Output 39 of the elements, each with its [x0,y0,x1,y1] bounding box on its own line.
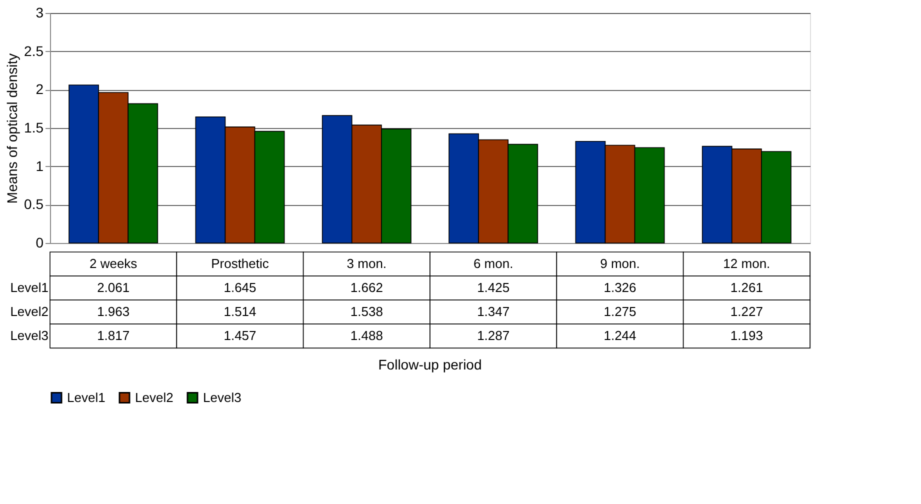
y-tick-label: 2.5 [24,42,44,59]
x-tick-label: 12 mon. [723,256,770,271]
data-label: 1.963 [97,304,130,319]
text: Level1 [10,280,48,295]
data-label: 1.538 [350,304,383,319]
data-label: 1.817 [97,328,130,343]
text: Level2 [10,304,48,319]
x-tick-label: 6 mon. [473,256,514,271]
y-tick-label: 1.5 [24,120,44,136]
data-label: 1.227 [730,304,763,319]
data-label: 1.425 [477,280,510,295]
x-tick-label: Prosthetic [211,256,270,271]
y-tick-label: 1 [36,158,44,174]
text: Follow-up period [378,356,482,372]
data-label: 1.275 [604,304,636,319]
legend-label: Level2 [135,390,174,405]
data-label: 1.514 [224,304,256,319]
data-label: 1.287 [477,328,510,343]
y-tick-label: 2 [36,81,44,98]
data-label: 1.261 [730,280,763,295]
text: Level3 [10,328,48,343]
y-tick-label: 0.5 [24,196,44,212]
data-label: 2.061 [97,280,130,295]
x-tick-label: 9 mon. [600,256,640,271]
data-label: 1.244 [604,328,636,343]
data-label: 1.193 [730,328,763,343]
legend-label: Level3 [203,390,242,405]
legend-label: Level1 [67,390,106,405]
data-label: 1.457 [224,328,256,343]
data-label: 1.488 [350,328,383,343]
y-axis-title: Means of optical density [4,53,20,204]
y-tick-label: 0 [36,234,44,250]
y-tick-label: 3 [36,4,44,20]
data-label: 1.326 [604,280,636,295]
data-label: 1.347 [477,304,510,319]
x-tick-label: 3 mon. [346,256,387,271]
x-tick-label: 2 weeks [89,256,138,271]
data-label: 1.662 [350,280,383,295]
data-label: 1.645 [224,280,256,295]
